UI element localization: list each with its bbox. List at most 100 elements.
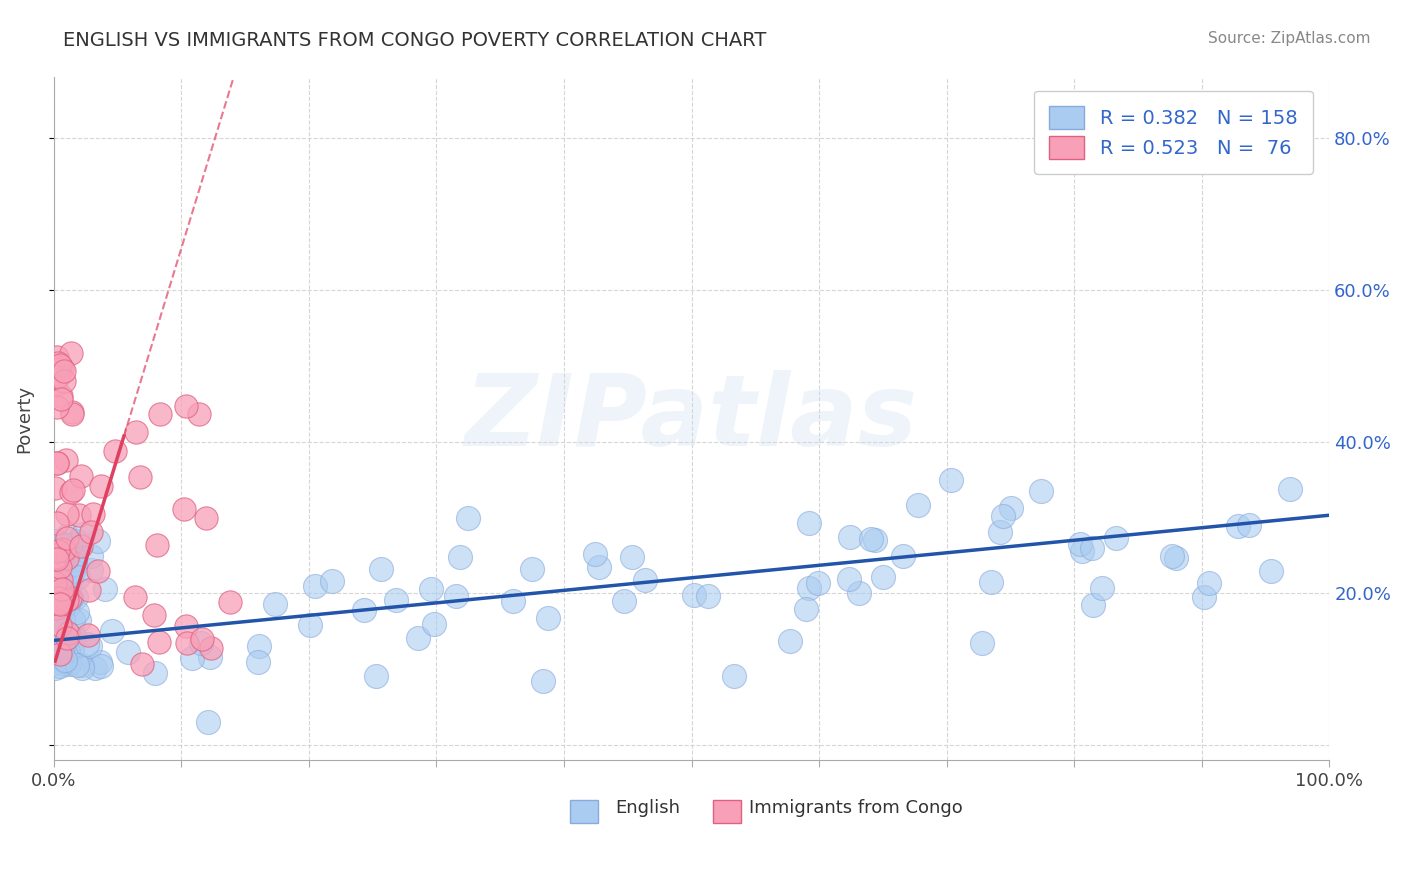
Text: English: English	[614, 799, 681, 817]
Immigrants from Congo	[59, 484, 82, 499]
English	[51, 551, 73, 566]
English	[52, 556, 75, 570]
English	[62, 564, 84, 578]
Immigrants from Congo	[200, 641, 222, 656]
Immigrants from Congo	[188, 407, 211, 421]
Immigrants from Congo	[67, 508, 90, 522]
Immigrants from Congo	[45, 552, 67, 566]
English	[613, 594, 636, 608]
English	[723, 669, 745, 683]
English	[46, 588, 69, 602]
English	[48, 580, 70, 594]
Immigrants from Congo	[51, 582, 73, 596]
English	[190, 635, 212, 649]
Text: ZIPatlas: ZIPatlas	[465, 370, 918, 467]
English	[44, 605, 66, 619]
Immigrants from Congo	[44, 575, 66, 590]
English	[55, 597, 77, 611]
English	[56, 644, 79, 658]
English	[991, 509, 1014, 524]
Immigrants from Congo	[148, 635, 170, 649]
English	[794, 601, 817, 615]
English	[444, 589, 467, 603]
English	[1000, 501, 1022, 516]
English	[53, 654, 76, 668]
English	[1260, 564, 1282, 578]
English	[298, 618, 321, 632]
Immigrants from Congo	[49, 618, 72, 632]
English	[980, 574, 1002, 589]
English	[53, 553, 76, 567]
English	[49, 545, 72, 559]
English	[52, 538, 75, 552]
Immigrants from Congo	[69, 469, 91, 483]
English	[941, 473, 963, 487]
Immigrants from Congo	[149, 407, 172, 421]
Immigrants from Congo	[190, 632, 212, 647]
English	[537, 611, 560, 625]
Immigrants from Congo	[82, 508, 104, 522]
Immigrants from Congo	[104, 444, 127, 458]
Immigrants from Congo	[90, 479, 112, 493]
Immigrants from Congo	[124, 425, 146, 439]
English	[588, 559, 610, 574]
Immigrants from Congo	[173, 502, 195, 516]
English	[797, 516, 820, 530]
English	[79, 549, 101, 563]
English	[53, 624, 76, 638]
English	[90, 659, 112, 673]
Immigrants from Congo	[51, 389, 73, 403]
FancyBboxPatch shape	[713, 800, 741, 823]
English	[65, 590, 87, 604]
Immigrants from Congo	[44, 379, 66, 393]
Immigrants from Congo	[49, 392, 72, 406]
English	[682, 588, 704, 602]
Immigrants from Congo	[55, 531, 77, 545]
English	[531, 673, 554, 688]
Immigrants from Congo	[55, 453, 77, 467]
Immigrants from Congo	[195, 511, 218, 525]
English	[797, 582, 820, 596]
English	[143, 665, 166, 680]
English	[1081, 541, 1104, 556]
English	[52, 657, 75, 671]
Immigrants from Congo	[143, 607, 166, 622]
Immigrants from Congo	[44, 377, 66, 392]
Text: Immigrants from Congo: Immigrants from Congo	[749, 799, 963, 817]
English	[583, 547, 606, 561]
English	[45, 579, 67, 593]
English	[907, 498, 929, 512]
English	[370, 561, 392, 575]
Immigrants from Congo	[45, 549, 67, 564]
English	[970, 636, 993, 650]
Text: ENGLISH VS IMMIGRANTS FROM CONGO POVERTY CORRELATION CHART: ENGLISH VS IMMIGRANTS FROM CONGO POVERTY…	[63, 31, 766, 50]
English	[63, 631, 86, 645]
English	[60, 591, 83, 605]
English	[264, 598, 287, 612]
Immigrants from Congo	[44, 370, 66, 384]
Legend: R = 0.382   N = 158, R = 0.523   N =  76: R = 0.382 N = 158, R = 0.523 N = 76	[1033, 91, 1313, 174]
Immigrants from Congo	[53, 374, 76, 388]
English	[67, 570, 90, 584]
English	[48, 553, 70, 567]
English	[865, 533, 887, 548]
English	[53, 645, 76, 659]
Immigrants from Congo	[51, 361, 73, 376]
English	[52, 644, 75, 658]
English	[321, 574, 343, 588]
Immigrants from Congo	[56, 626, 79, 640]
English	[89, 655, 111, 669]
English	[839, 530, 862, 544]
Immigrants from Congo	[174, 400, 197, 414]
English	[63, 557, 86, 571]
English	[406, 631, 429, 645]
English	[420, 582, 443, 597]
English	[58, 657, 80, 672]
Immigrants from Congo	[87, 565, 110, 579]
English	[1164, 551, 1187, 566]
English	[457, 511, 479, 525]
English	[422, 616, 444, 631]
Immigrants from Congo	[45, 601, 67, 615]
English	[779, 633, 801, 648]
Immigrants from Congo	[174, 618, 197, 632]
